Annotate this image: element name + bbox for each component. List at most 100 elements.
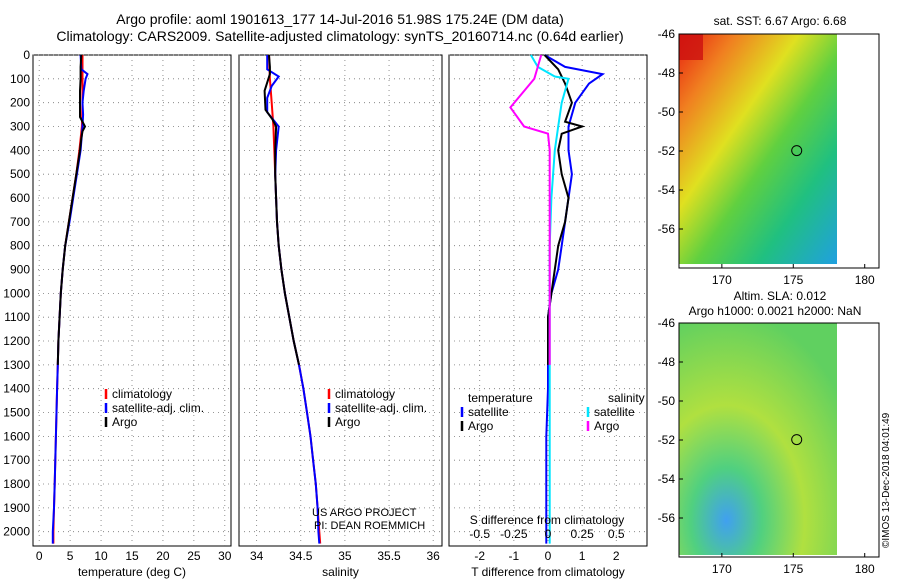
difference-series-2 [530, 54, 570, 544]
difference-legend-label: satellite [594, 405, 635, 419]
temperature-ytick-label: 1000 [3, 286, 30, 300]
salinity-legend-label: climatology [335, 387, 395, 401]
sla-map-subtitle: Argo h1000: 0.0021 h2000: NaN [689, 304, 862, 318]
difference-s-tick-label: -0.5 [469, 527, 490, 541]
sst-map-ytick-label: -56 [658, 222, 676, 236]
temperature-ytick-label: 1400 [3, 382, 30, 396]
salinity-xlabel: salinity [322, 565, 359, 579]
sla-map-field [679, 323, 837, 555]
temperature-ytick-label: 1100 [4, 310, 30, 324]
temperature-xtick-label: 20 [156, 549, 170, 563]
difference-legend-left-title: temperature [468, 391, 533, 405]
temperature-ytick-label: 1900 [3, 501, 30, 515]
salinity-panel: 34 34.5 35 35.5 36 salinity climatologysatelli… [238, 54, 443, 579]
sst-map-argo-marker [791, 145, 803, 157]
temperature-ytick-label: 1600 [3, 429, 30, 443]
salinity-series-2 [263, 54, 300, 366]
sla-map: Altim. SLA: 0.012 Argo h1000: 0.0021 h20… [658, 289, 880, 576]
temperature-ytick-label: 500 [10, 167, 30, 181]
sst-map-land [679, 34, 703, 60]
temperature-xtick-label: 5 [67, 549, 74, 563]
difference-s-tick-label: 0.5 [608, 527, 625, 541]
temperature-ytick-label: 1500 [3, 406, 30, 420]
salinity-series-1 [266, 55, 321, 544]
difference-series-0 [544, 54, 606, 544]
temperature-ytick-label: 200 [10, 96, 30, 110]
sst-map: sat. SST: 6.67 Argo: 6.68 -46 -48 -50 -52 -5… [658, 14, 880, 287]
sla-map-title: Altim. SLA: 0.012 [734, 289, 827, 303]
credit-label: ©IMOS 13-Dec-2018 04:01:49 [881, 412, 892, 548]
temperature-ytick-label: 1800 [3, 477, 30, 491]
salinity-xtick-label: 34.5 [289, 549, 313, 563]
sla-map-xtick-label: 170 [712, 562, 732, 576]
difference-s-tick-label: 0.25 [570, 527, 594, 541]
title-line-1: Argo profile: aoml 1901613_177 14-Jul-20… [116, 11, 564, 27]
salinity-legend-label: Argo [335, 415, 361, 429]
project-label: US ARGO PROJECT [312, 507, 417, 519]
sst-map-title: sat. SST: 6.67 Argo: 6.68 [714, 14, 847, 28]
difference-xtick-label: -1 [509, 549, 520, 563]
sst-map-ytick-label: -50 [658, 105, 676, 119]
salinity-xtick-label: 36 [426, 549, 440, 563]
salinity-frame [238, 54, 443, 547]
temperature-xtick-label: 10 [94, 549, 108, 563]
sst-map-ytick-label: -48 [658, 66, 676, 80]
difference-xtick-label: -2 [474, 549, 485, 563]
sla-map-xtick-label: 175 [783, 562, 803, 576]
sla-map-ytick-label: -52 [658, 433, 676, 447]
difference-xlabel: T difference from climatology [471, 565, 625, 579]
temperature-ytick-label: 300 [10, 120, 30, 134]
temperature-ytick-label: 1700 [3, 453, 30, 467]
sst-map-ytick-label: -46 [658, 27, 676, 41]
sst-map-ytick-label: -54 [658, 183, 676, 197]
sla-map-argo-marker [791, 434, 803, 446]
temperature-ytick-label: 800 [10, 239, 30, 253]
temperature-xtick-label: 15 [125, 549, 139, 563]
temperature-ytick-label: 0 [23, 48, 30, 62]
sla-map-xtick-label: 180 [855, 562, 875, 576]
difference-xtick-label: 0 [545, 549, 552, 563]
temperature-series-0 [52, 55, 84, 544]
temperature-xlabel: temperature (deg C) [78, 565, 186, 579]
difference-panel: -2 -1 0 1 2 T difference from climatology -0.5… [448, 54, 648, 579]
difference-s-tick-label: -0.25 [500, 527, 528, 541]
sla-map-ytick-label: -54 [658, 472, 676, 486]
title-line-2: Climatology: CARS2009. Satellite-adjuste… [56, 28, 623, 44]
temperature-xtick-label: 0 [36, 549, 43, 563]
sla-map-ytick-label: -48 [658, 355, 676, 369]
sla-map-ytick-label: -46 [658, 316, 676, 330]
temperature-xtick-label: 25 [187, 549, 201, 563]
salinity-xtick-label: 35 [338, 549, 352, 563]
temperature-ytick-label: 100 [10, 72, 30, 86]
sst-map-xtick-label: 180 [855, 273, 875, 287]
difference-s-tick-label: 0 [545, 527, 552, 541]
difference-series-3 [509, 54, 551, 365]
temperature-legend-label: climatology [112, 387, 172, 401]
difference-xtick-label: 1 [579, 549, 586, 563]
temperature-series-2 [56, 54, 87, 365]
sst-map-xtick-label: 170 [712, 273, 732, 287]
difference-legend-right-title: salinity [608, 391, 645, 405]
temperature-legend-label: satellite-adj. clim. [112, 401, 204, 415]
difference-s-xlabel: S difference from climatology [470, 513, 625, 527]
salinity-legend-label: satellite-adj. clim. [335, 401, 427, 415]
difference-xtick-label: 2 [613, 549, 620, 563]
temperature-panel: 0 5 10 15 20 25 300100200300400500600700800900… [3, 48, 232, 579]
sst-map-field [679, 34, 837, 264]
temperature-ytick-label: 1200 [3, 334, 30, 348]
sla-map-ytick-label: -56 [658, 511, 676, 525]
difference-legend-label: Argo [468, 419, 494, 433]
temperature-ytick-label: 1300 [3, 358, 30, 372]
sst-map-xtick-label: 175 [783, 273, 803, 287]
temperature-ytick-label: 2000 [3, 525, 30, 539]
temperature-legend-label: Argo [112, 415, 138, 429]
temperature-ytick-label: 900 [10, 263, 30, 277]
difference-legend-label: Argo [594, 419, 620, 433]
sla-map-ytick-label: -50 [658, 394, 676, 408]
temperature-ytick-label: 400 [10, 143, 30, 157]
pi-label: PI: DEAN ROEMMICH [314, 520, 425, 532]
temperature-ytick-label: 700 [10, 215, 30, 229]
temperature-xtick-label: 30 [218, 549, 232, 563]
sst-map-ytick-label: -52 [658, 144, 676, 158]
